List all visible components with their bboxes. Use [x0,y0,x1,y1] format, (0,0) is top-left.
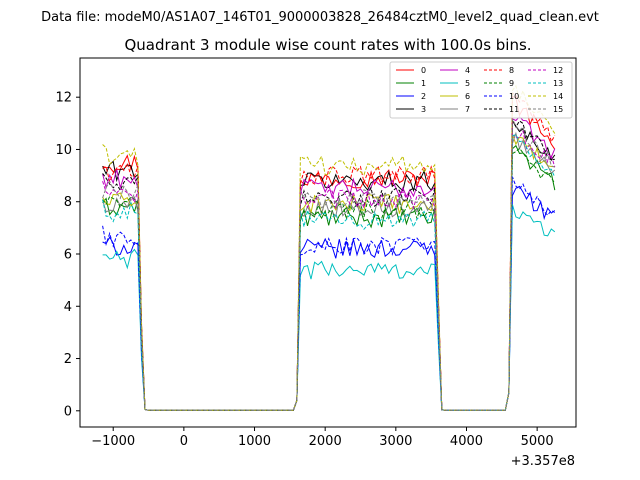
x-tick-label: 1000 [238,434,271,449]
y-tick-label: 8 [64,195,72,210]
y-tick-label: 0 [64,404,72,419]
legend-label-15: 15 [553,105,563,114]
series-line-15 [102,118,555,411]
x-offset-label: +3.357e8 [511,454,575,469]
y-tick-label: 12 [55,91,72,106]
legend-label-2: 2 [421,92,426,101]
legend-label-7: 7 [465,105,470,114]
y-tick-label: 10 [55,143,72,158]
legend-box [389,61,573,119]
legend-label-9: 9 [509,79,514,88]
plot-frame [79,57,577,428]
x-tick-label: 0 [180,434,188,449]
series-layer [102,84,556,411]
legend-label-12: 12 [553,66,563,75]
legend-label-0: 0 [421,66,426,75]
y-tick-label: 4 [64,300,72,315]
x-tick-label: 4000 [450,434,483,449]
legend-label-5: 5 [465,79,470,88]
x-tick-label: 3000 [379,434,412,449]
y-tick-label: 6 [64,247,72,262]
legend-label-4: 4 [465,66,470,75]
legend-label-3: 3 [421,105,426,114]
x-tick-label: 2000 [309,434,342,449]
x-tick-label: 5000 [521,434,554,449]
legend-label-13: 13 [553,79,563,88]
y-tick-label: 2 [64,352,72,367]
legend-label-8: 8 [509,66,514,75]
legend-label-11: 11 [509,105,519,114]
legend-label-14: 14 [553,92,563,101]
y-axis: 0 2 4 6 8 10 12 [55,91,80,419]
x-axis: −1000 0 1000 2000 3000 4000 5000 [91,427,554,449]
data-file-label: Data file: modeM0/AS1A07_146T01_90000038… [41,10,599,25]
legend-label-10: 10 [509,92,519,101]
chart-title: Quadrant 3 module wise count rates with … [124,36,531,54]
plot-area [80,58,576,427]
x-tick-label: −1000 [91,434,135,449]
legend-label-6: 6 [465,92,470,101]
legend-label-1: 1 [421,79,426,88]
